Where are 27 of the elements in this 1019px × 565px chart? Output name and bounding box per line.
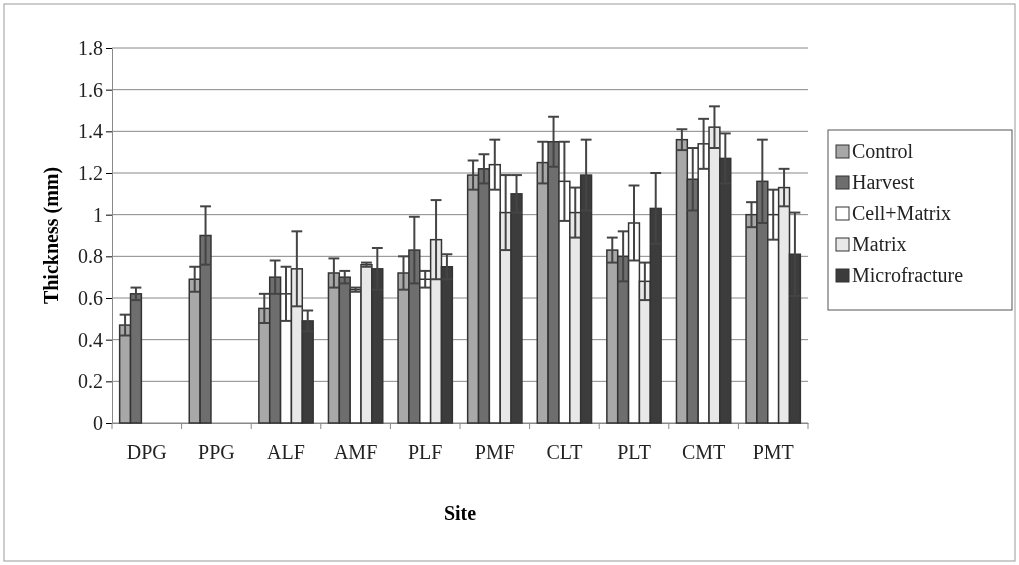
y-tick-label: 0.6: [78, 286, 103, 309]
x-tick-label: PLF: [407, 441, 443, 464]
y-axis-title: Thickness (mm): [40, 166, 63, 305]
y-tick-label: 1.2: [78, 161, 103, 184]
x-tick-label: CMT: [681, 441, 726, 464]
y-tick-label: 0.4: [78, 328, 103, 351]
y-tick-label: 1.6: [78, 78, 103, 101]
legend-label: Harvest: [852, 171, 915, 193]
y-tick-label: 1.8: [78, 36, 103, 59]
x-tick-label: PMF: [474, 441, 515, 464]
x-tick-label: AMF: [333, 441, 378, 464]
legend-label: Matrix: [852, 233, 907, 255]
x-tick-label: CLT: [546, 441, 583, 464]
y-tick-label: 0.2: [78, 370, 103, 393]
x-axis-title: Site: [443, 502, 477, 524]
x-tick-label: PLT: [617, 441, 651, 464]
y-tick-label: 0.8: [78, 245, 103, 268]
x-tick-label: PMT: [752, 441, 794, 464]
legend-label: Control: [852, 140, 914, 162]
x-tick-label: ALF: [267, 441, 305, 464]
y-tick-label: 0: [93, 411, 103, 434]
legend-label: Cell+Matrix: [852, 202, 952, 224]
x-tick-label: DPG: [126, 441, 167, 464]
y-tick-label: 1.4: [78, 120, 103, 143]
y-tick-label: 1: [93, 203, 103, 226]
x-tick-label: PPG: [198, 441, 235, 464]
legend-label: Microfracture: [852, 264, 964, 286]
